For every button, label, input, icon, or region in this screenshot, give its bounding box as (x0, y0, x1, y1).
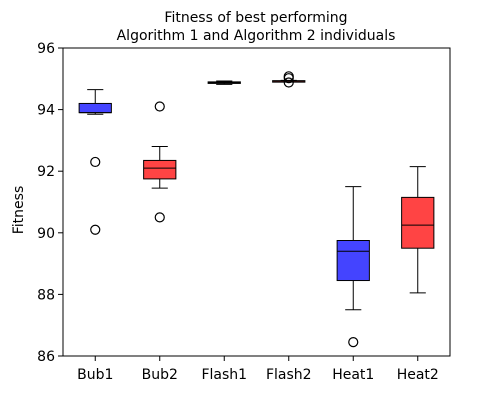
box-group-3 (272, 71, 306, 88)
box-group-2 (207, 80, 241, 85)
box-rect (401, 196, 435, 249)
y-tick-label-5: 96 (37, 41, 55, 57)
x-tick-label-5: Heat2 (397, 367, 439, 383)
y-tick-label-0: 86 (37, 349, 55, 365)
x-tick-label-3: Flash2 (266, 367, 312, 383)
outlier-point-0 (90, 156, 101, 168)
x-tick-label-0: Bub1 (77, 367, 113, 383)
chart-title-line-2: Algorithm 1 and Algorithm 2 individuals (117, 28, 396, 44)
box-rect (78, 102, 112, 114)
chart-title-line-1: Fitness of best performing (164, 10, 347, 26)
y-tick-label-1: 88 (37, 287, 55, 303)
x-tick-label-2: Flash1 (201, 367, 247, 383)
outlier-point-0 (283, 77, 294, 88)
y-tick-label-2: 90 (37, 226, 55, 242)
outlier-point-0 (348, 337, 359, 348)
box-rect (143, 159, 177, 180)
box-group-0 (78, 89, 112, 235)
outlier-point-0 (154, 101, 165, 112)
box-group-5 (401, 166, 435, 294)
y-axis-label: Fitness (11, 186, 27, 235)
outlier-point-1 (154, 212, 165, 223)
x-tick-label-1: Bub2 (142, 367, 178, 383)
outlier-point-1 (90, 224, 101, 235)
box-group-4 (336, 186, 370, 348)
outlier-point-2 (283, 71, 294, 82)
box-group-1 (143, 101, 177, 223)
y-tick-label-3: 92 (37, 164, 55, 180)
x-tick-label-4: Heat1 (332, 367, 374, 383)
box-rect (336, 240, 370, 282)
plot-frame (62, 47, 451, 357)
y-tick-label-4: 94 (37, 103, 55, 119)
